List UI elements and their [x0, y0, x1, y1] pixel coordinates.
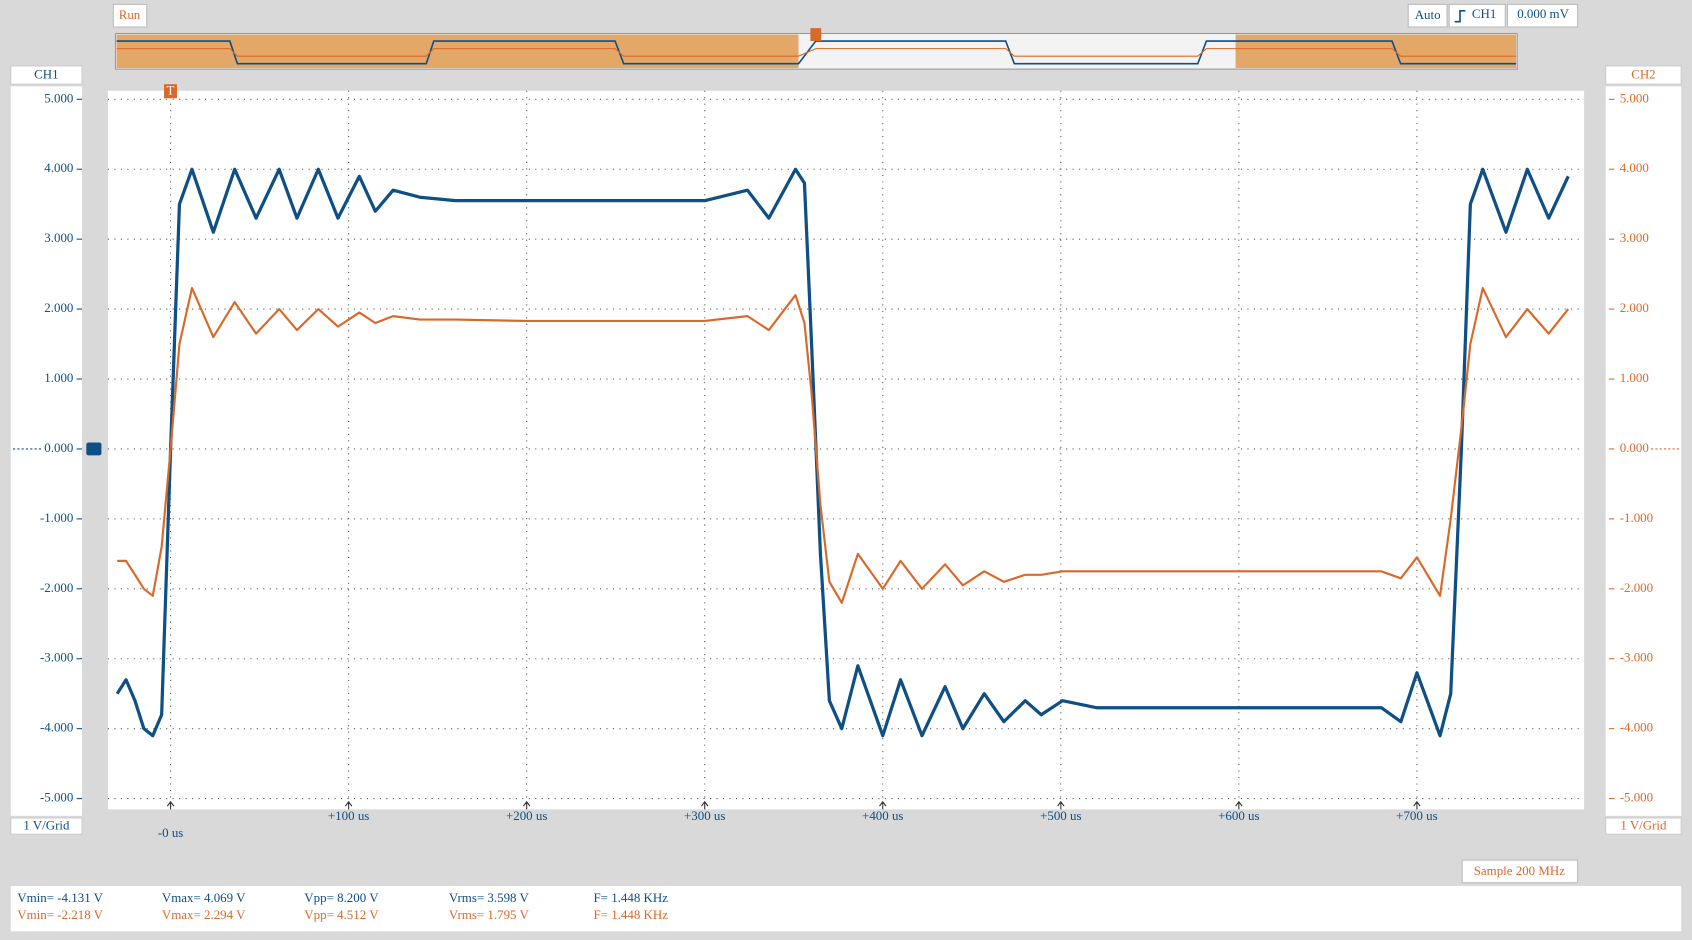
- y-tick-label: 4.000: [44, 160, 73, 175]
- y2-tick-label: -4.000: [1620, 720, 1653, 735]
- x-tick-label: +100 us: [328, 808, 369, 823]
- y2-tick-label: 0.000: [1620, 440, 1649, 455]
- measurement: F= 1.448 KHz: [593, 907, 668, 922]
- ch1-label[interactable]: CH1: [34, 67, 58, 82]
- trigger-marker[interactable]: [164, 84, 177, 99]
- measurement: Vpp= 4.512 V: [304, 907, 379, 922]
- x-tick-label: +300 us: [684, 808, 725, 823]
- trigger-edge-icon: [1454, 10, 1466, 23]
- x-tick-mark: [344, 800, 353, 810]
- y2-tick-label: 2.000: [1620, 300, 1649, 315]
- trigger-mode-button[interactable]: [1407, 3, 1448, 28]
- sample-rate-box[interactable]: [1461, 859, 1579, 884]
- overview-ch2: [116, 48, 1517, 57]
- run-button[interactable]: [112, 3, 148, 28]
- y2-tick-label: -5.000: [1620, 790, 1653, 805]
- y-tick-label: 5.000: [44, 90, 73, 105]
- y2-tick-label: -2.000: [1620, 580, 1653, 595]
- x-tick-mark: [879, 800, 887, 810]
- y-tick-label: 2.000: [44, 300, 73, 315]
- ch2-header[interactable]: [1605, 65, 1682, 85]
- x-tick-label: +400 us: [862, 808, 903, 823]
- x-tick-label: -0 us: [158, 825, 184, 840]
- y-tick-label: -4.000: [40, 720, 73, 735]
- overview-window: [1235, 34, 1517, 69]
- sample-rate[interactable]: Sample 200 MHz: [1474, 863, 1566, 878]
- y-tick-label: 3.000: [44, 230, 73, 245]
- y2-tick-label: 4.000: [1620, 160, 1649, 175]
- x-tick-mark: [1413, 800, 1421, 810]
- plot-area: [107, 90, 1585, 810]
- y2-tick-label: 3.000: [1620, 230, 1649, 245]
- x-tick-label: +200 us: [506, 808, 547, 823]
- y2-tick-label: -1.000: [1620, 510, 1653, 525]
- trigger-source[interactable]: CH1: [1472, 6, 1496, 21]
- measurement-panel: [10, 885, 1682, 932]
- ch2-label[interactable]: CH2: [1631, 67, 1655, 82]
- x-tick-mark: [523, 800, 531, 810]
- trigger-marker-icon: T: [167, 83, 175, 98]
- ch2-ruler: [1605, 86, 1682, 816]
- trigger-mode[interactable]: Auto: [1415, 7, 1441, 22]
- overview-window: [116, 34, 799, 69]
- measurement: Vmin= -4.131 V: [17, 890, 103, 905]
- measurement: Vmax= 4.069 V: [162, 890, 246, 905]
- y2-tick-label: 1.000: [1620, 370, 1649, 385]
- y-tick-label: -3.000: [40, 650, 73, 665]
- trigger-level[interactable]: 0.000 mV: [1517, 6, 1569, 21]
- ch1-scale-box[interactable]: [10, 817, 83, 835]
- x-tick-mark: [1057, 800, 1065, 810]
- y-tick-label: -1.000: [40, 510, 73, 525]
- measurement: Vpp= 8.200 V: [304, 890, 379, 905]
- measurement: Vrms= 1.795 V: [449, 907, 530, 922]
- trigger-level-button[interactable]: [1506, 3, 1579, 28]
- x-tick-label: +600 us: [1218, 808, 1259, 823]
- run-status[interactable]: Run: [119, 7, 141, 22]
- y-tick-label: 1.000: [44, 370, 73, 385]
- ch1-ruler: [10, 86, 83, 816]
- y-tick-label: -5.000: [40, 790, 73, 805]
- x-tick-mark: [701, 800, 709, 810]
- ch1-scale[interactable]: 1 V/Grid: [23, 818, 70, 833]
- x-tick-label: +700 us: [1396, 808, 1437, 823]
- overview-trigger-marker: [810, 28, 822, 42]
- measurement: Vmax= 2.294 V: [162, 907, 246, 922]
- measurement: Vmin= -2.218 V: [17, 907, 103, 922]
- x-tick-label: +500 us: [1040, 808, 1081, 823]
- x-tick-mark: [166, 800, 175, 810]
- x-tick-mark: [1235, 800, 1243, 810]
- ch2-scale[interactable]: 1 V/Grid: [1620, 818, 1667, 833]
- ch2-scale-box[interactable]: [1605, 817, 1682, 835]
- y-tick-label: -2.000: [40, 580, 73, 595]
- measurement: F= 1.448 KHz: [593, 890, 668, 905]
- ch1-level-marker[interactable]: [86, 442, 102, 456]
- y2-tick-label: 5.000: [1620, 90, 1649, 105]
- trace: [115, 167, 1570, 738]
- ch1-header[interactable]: [10, 65, 83, 85]
- measurement: Vrms= 3.598 V: [449, 890, 530, 905]
- y-tick-label: 0.000: [44, 440, 73, 455]
- y2-tick-label: -3.000: [1620, 650, 1653, 665]
- trace: [117, 286, 1570, 604]
